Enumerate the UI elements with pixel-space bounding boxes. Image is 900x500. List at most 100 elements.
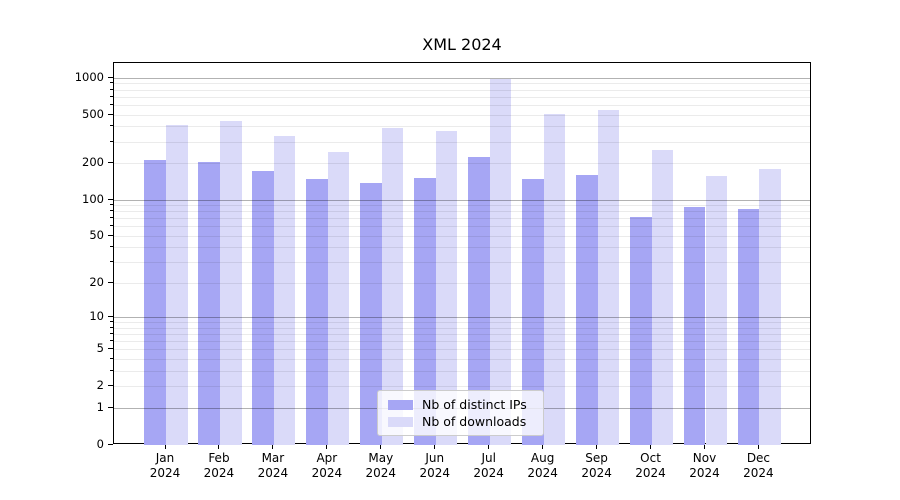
y-minor-tick-mark [110, 225, 113, 227]
x-tick-year: 2024 [203, 465, 235, 480]
y-tick-mark [108, 316, 113, 318]
chart-title: XML 2024 [422, 35, 502, 54]
x-tick-label: Mar 2024 [233, 451, 313, 480]
x-tick-month: Apr [316, 451, 338, 465]
x-tick-label: Dec 2024 [718, 451, 798, 480]
bar-distinct-ips [468, 156, 490, 445]
y-tick-label: 100 [82, 191, 104, 206]
bar-downloads [166, 124, 188, 445]
y-minor-tick-mark [110, 140, 113, 142]
y-tick-label: 50 [89, 227, 104, 242]
legend: Nb of distinct IPs Nb of downloads [377, 390, 544, 436]
x-tick-month: Nov [692, 451, 717, 465]
x-tick-month: May [368, 451, 394, 465]
x-tick-mark [596, 444, 598, 449]
bar-downloads [327, 151, 350, 445]
x-tick-label: Apr 2024 [287, 451, 367, 480]
x-tick-year: 2024 [635, 465, 666, 480]
legend-label-downloads: Nb of downloads [422, 414, 527, 429]
bar-downloads [543, 113, 566, 445]
bar-distinct-ips [360, 183, 382, 445]
legend-entry-downloads: Nb of downloads [388, 414, 533, 429]
y-tick-label: 1000 [74, 69, 104, 84]
x-tick-mark [272, 444, 274, 449]
bar-downloads [759, 169, 782, 445]
y-minor-tick-mark [110, 369, 113, 371]
y-tick-label: 200 [82, 155, 104, 169]
bar-distinct-ips [522, 178, 544, 445]
bar-distinct-ips [198, 162, 220, 445]
y-tick-label: 0 [96, 436, 104, 451]
x-tick-month: Jul [481, 451, 496, 465]
legend-swatch-downloads [388, 416, 413, 427]
bar-distinct-ips [737, 208, 760, 445]
x-tick-label: Oct 2024 [611, 451, 691, 480]
bar-downloads [273, 135, 296, 445]
bar-downloads [705, 176, 728, 445]
bar-downloads [381, 127, 404, 445]
y-tick-mark [108, 234, 113, 236]
y-minor-tick-mark [110, 326, 113, 328]
x-tick-year: 2024 [257, 465, 289, 480]
legend-swatch-distinct-ips [388, 399, 413, 410]
y-minor-tick-mark [110, 321, 113, 323]
y-tick-mark [108, 348, 113, 350]
y-tick-label: 500 [82, 106, 104, 121]
y-tick-label: 2 [96, 378, 104, 393]
x-tick-year: 2024 [527, 465, 558, 480]
y-tick-mark [108, 385, 113, 387]
x-tick-month: Jun [425, 451, 445, 465]
bar-distinct-ips [683, 207, 706, 445]
y-tick-label: 10 [89, 309, 104, 324]
x-tick-year: 2024 [365, 465, 397, 480]
plot-area [113, 62, 811, 445]
y-tick-mark [108, 76, 113, 78]
bar-distinct-ips [144, 160, 166, 445]
bars-layer [114, 63, 810, 445]
y-minor-tick-mark [110, 82, 113, 84]
x-tick-year: 2024 [419, 465, 451, 480]
y-minor-tick-mark [110, 88, 113, 90]
x-tick-label: Jan 2024 [125, 451, 205, 480]
x-tick-month: Jan [155, 451, 175, 465]
bar-distinct-ips [252, 170, 274, 445]
x-tick-mark [757, 444, 759, 449]
x-tick-mark [380, 444, 382, 449]
y-minor-tick-mark [110, 204, 113, 206]
y-tick-mark [108, 406, 113, 408]
bar-distinct-ips [414, 177, 436, 445]
x-tick-month: Oct [640, 451, 661, 465]
x-tick-year: 2024 [689, 465, 720, 480]
y-minor-tick-mark [110, 217, 113, 219]
x-tick-label: May 2024 [341, 451, 421, 480]
x-tick-month: Dec [746, 451, 771, 465]
x-tick-mark [650, 444, 652, 449]
x-tick-label: Jul 2024 [449, 451, 529, 480]
y-minor-tick-mark [110, 261, 113, 263]
y-tick-label: 5 [96, 341, 104, 356]
x-tick-mark [542, 444, 544, 449]
bar-distinct-ips [306, 178, 328, 445]
x-tick-month: Mar [261, 451, 285, 465]
bar-downloads [651, 149, 674, 445]
x-tick-year: 2024 [743, 465, 774, 480]
bar-downloads [597, 109, 620, 445]
x-tick-label: Feb 2024 [179, 451, 259, 480]
x-tick-mark [218, 444, 220, 449]
y-tick-mark [108, 113, 113, 115]
x-tick-month: Aug [530, 451, 555, 465]
bar-downloads [219, 121, 242, 445]
x-tick-year: 2024 [149, 465, 181, 480]
x-tick-label: Aug 2024 [503, 451, 583, 480]
legend-entry-distinct-ips: Nb of distinct IPs [388, 397, 533, 412]
y-minor-tick-mark [110, 358, 113, 360]
y-minor-tick-mark [110, 333, 113, 335]
x-tick-year: 2024 [581, 465, 612, 480]
y-minor-tick-mark [110, 340, 113, 342]
x-tick-month: Sep [585, 451, 608, 465]
x-tick-mark [704, 444, 705, 449]
y-minor-tick-mark [110, 246, 113, 248]
y-tick-label: 20 [89, 274, 104, 289]
y-tick-mark [108, 198, 113, 200]
